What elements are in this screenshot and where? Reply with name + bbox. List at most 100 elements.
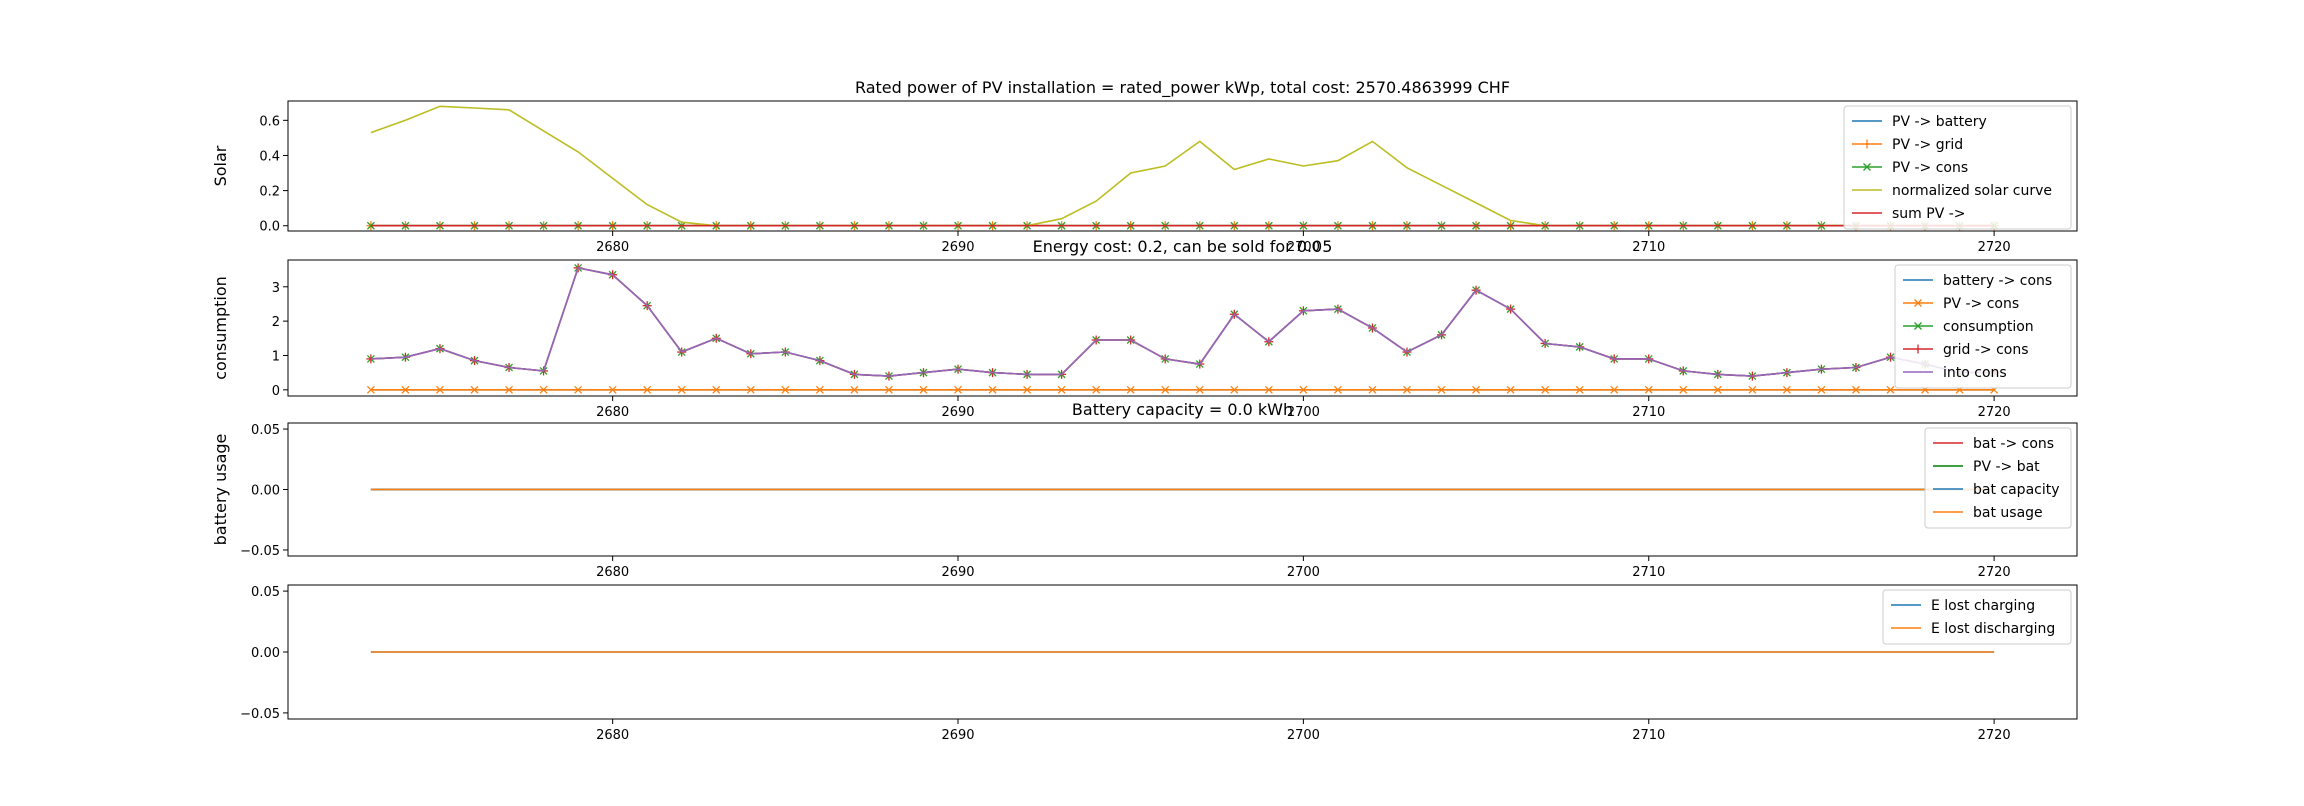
y-tick-label: 1: [272, 349, 280, 364]
series-group: [366, 105, 1999, 231]
data-point: [1195, 385, 1204, 394]
legend-label: PV -> bat: [1973, 459, 2040, 475]
y-tick-label: −0.05: [240, 544, 280, 559]
data-point: [366, 385, 375, 394]
subplot-title: Battery capacity = 0.0 kWh: [1072, 400, 1293, 419]
data-point: [401, 385, 410, 394]
axes-frame: [287, 100, 2078, 232]
data-point: [1886, 385, 1895, 394]
legend-label: bat -> cons: [1973, 436, 2054, 452]
legend-frame: [1843, 105, 2072, 230]
legend-item: bat -> cons: [1933, 436, 2054, 452]
legend-label: sum PV ->: [1892, 206, 1966, 222]
series-line-4: [370, 266, 1995, 377]
series-group: [366, 263, 1999, 394]
data-point: [505, 385, 513, 394]
legend-item: PV -> battery: [1852, 114, 1987, 130]
axes-frame: [287, 422, 2078, 557]
data-point: [712, 385, 721, 394]
subplot-title: Rated power of PV installation = rated_p…: [855, 78, 1510, 98]
legend-item: PV -> cons: [1903, 296, 2019, 312]
data-point: [850, 385, 859, 394]
series-line-4: [370, 105, 1995, 227]
y-tick-label: 0.4: [259, 149, 280, 164]
legend-item: into cons: [1903, 365, 2007, 381]
data-point: [954, 385, 962, 394]
x-tick-label: 2680: [596, 405, 629, 420]
axes-frame: [287, 259, 2078, 397]
legend-item: consumption: [1903, 319, 2034, 335]
legend-label: PV -> cons: [1943, 296, 2019, 312]
subplot-4: 2680 2690 2700 2710 2720 −0.05 0.00 0.05 E lost …: [240, 584, 2078, 743]
series-line-5: [370, 266, 1995, 377]
legend-item: sum PV ->: [1852, 206, 1966, 222]
data-point: [1126, 385, 1135, 394]
x-tick-label: 2690: [941, 728, 974, 743]
data-point: [919, 385, 928, 394]
data-point: [988, 385, 997, 394]
legend-label: normalized solar curve: [1892, 183, 2052, 199]
y-tick-label: 0.00: [251, 484, 280, 499]
data-point: [815, 385, 824, 394]
data-point: [781, 385, 790, 394]
y-tick-label: 2: [272, 315, 280, 330]
legend-item: E lost discharging: [1891, 621, 2055, 637]
data-point: [1679, 385, 1688, 394]
legend-label: PV -> grid: [1892, 137, 1963, 153]
data-point: [1506, 385, 1515, 394]
series-line-3: [370, 266, 1995, 377]
data-point: [539, 385, 548, 394]
x-tick-label: 2690: [941, 405, 974, 420]
data-point: [1230, 385, 1239, 394]
data-point: [1264, 385, 1273, 394]
y-tick-label: 0.05: [251, 585, 280, 600]
legend-label: consumption: [1943, 319, 2034, 335]
axes-frame: [287, 584, 2078, 720]
x-tick-label: 2700: [1287, 728, 1320, 743]
data-point: [470, 385, 479, 394]
y-axis-label: battery usage: [211, 434, 230, 546]
x-tick-label: 2700: [1287, 405, 1320, 420]
data-point: [1368, 385, 1377, 394]
data-point: [1472, 385, 1481, 394]
legend: bat -> cons PV -> bat bat capacity bat usag…: [1924, 427, 2072, 529]
x-tick-label: 2710: [1632, 565, 1665, 580]
data-point: [1092, 385, 1101, 394]
x-tick-label: 2710: [1632, 240, 1665, 255]
legend-item: PV -> cons: [1852, 160, 1968, 176]
data-point: [643, 385, 652, 394]
x-tick-label: 2720: [1978, 240, 2011, 255]
x-tick-label: 2720: [1978, 728, 2011, 743]
legend-label: bat capacity: [1973, 482, 2060, 498]
legend-label: E lost charging: [1931, 598, 2035, 614]
data-point: [1161, 385, 1170, 394]
x-tick-label: 2710: [1632, 405, 1665, 420]
x-tick-label: 2680: [596, 565, 629, 580]
y-tick-label: 0.6: [259, 114, 280, 129]
legend-label: grid -> cons: [1943, 342, 2029, 358]
data-point: [1333, 385, 1342, 394]
data-point: [1437, 385, 1446, 394]
x-tick-label: 2720: [1978, 405, 2011, 420]
y-tick-label: 0.2: [259, 185, 280, 200]
data-point: [1610, 385, 1619, 394]
data-point: [574, 385, 583, 394]
y-tick-label: 0.0: [259, 220, 280, 235]
data-point: [1852, 385, 1860, 394]
legend-item: grid -> cons: [1903, 342, 2029, 358]
data-point: [1782, 385, 1791, 394]
subplot-1: Rated power of PV installation = rated_p…: [211, 78, 2078, 255]
legend-frame: [1924, 427, 2072, 529]
subplot-title: Energy cost: 0.2, can be sold for 0.05: [1033, 237, 1333, 256]
data-point: [1057, 385, 1066, 394]
data-point: [1023, 385, 1032, 394]
data-point: [677, 385, 686, 394]
x-tick-label: 2710: [1632, 728, 1665, 743]
data-point: [746, 385, 755, 394]
data-point: [608, 385, 617, 394]
x-tick-label: 2680: [596, 728, 629, 743]
data-point: [1541, 385, 1550, 394]
legend: battery -> cons PV -> cons consumption grid…: [1894, 264, 2072, 389]
subplot-3: Battery capacity = 0.0 kWh battery usage 2…: [211, 400, 2078, 580]
